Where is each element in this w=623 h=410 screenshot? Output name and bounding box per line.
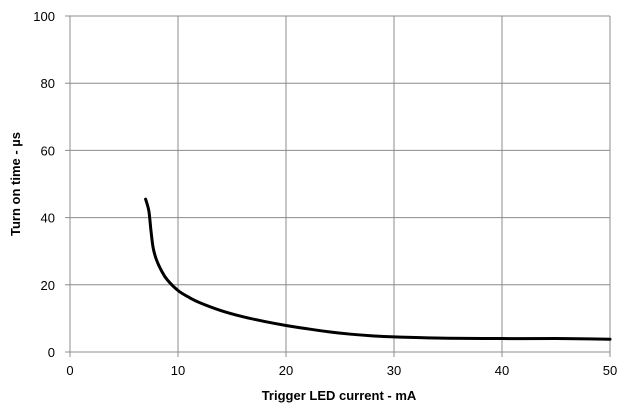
- x-tick-label-5: 50: [603, 363, 617, 378]
- x-tick-label-3: 30: [387, 363, 401, 378]
- x-axis-title: Trigger LED current - mA: [262, 388, 417, 403]
- x-tick-label-0: 0: [66, 363, 73, 378]
- plot-frame: [65, 15, 611, 357]
- x-tick-labels: 0 10 20 30 40 50: [66, 363, 617, 378]
- x-tick-label-2: 20: [279, 363, 293, 378]
- y-tick-labels: 0 20 40 60 80 100: [33, 9, 55, 360]
- y-axis-title: Turn on time - µs: [8, 132, 23, 236]
- y-tick-label-0: 0: [48, 345, 55, 360]
- y-tick-label-4: 80: [41, 76, 55, 91]
- y-tick-label-2: 40: [41, 211, 55, 226]
- series-line-0: [144, 197, 612, 341]
- grid: [70, 15, 610, 352]
- x-tick-label-4: 40: [495, 363, 509, 378]
- series-group: [144, 197, 612, 341]
- y-tick-label-5: 100: [33, 9, 55, 24]
- x-tick-label-1: 10: [171, 363, 185, 378]
- y-tick-label-1: 20: [41, 278, 55, 293]
- y-tick-label-3: 60: [41, 143, 55, 158]
